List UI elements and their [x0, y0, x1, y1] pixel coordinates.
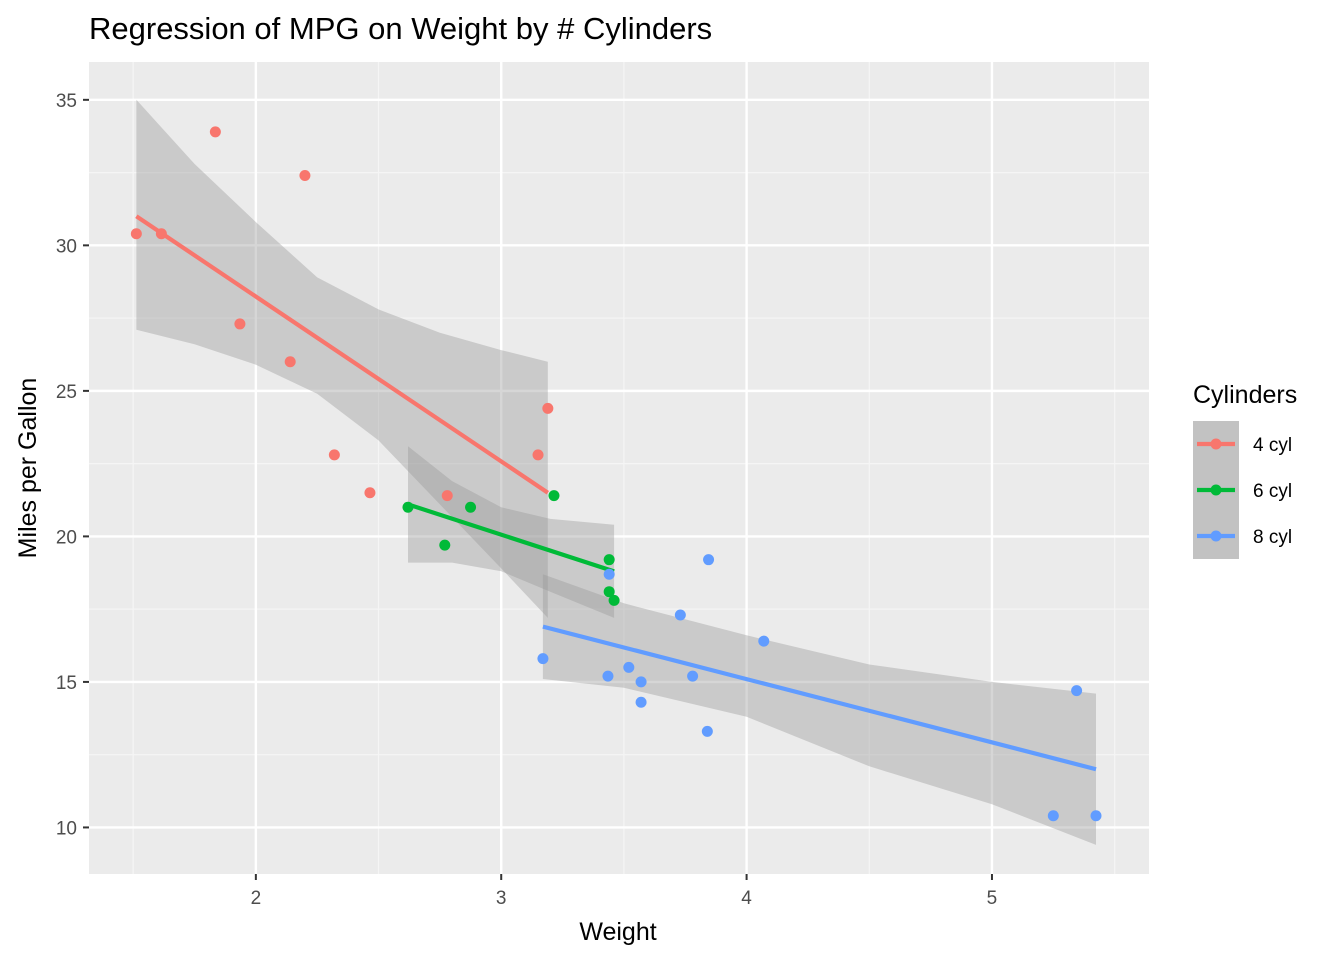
data-point [1047, 810, 1059, 822]
data-point [635, 676, 647, 688]
x-axis: 2 3 4 5 [251, 874, 998, 909]
data-point [703, 554, 715, 566]
y-axis: 10 15 20 25 30 35 [56, 91, 89, 839]
legend-key-point [1210, 484, 1222, 496]
data-point [284, 356, 296, 368]
legend-label: 8 cyl [1253, 527, 1292, 548]
data-point [1090, 810, 1102, 822]
data-point [608, 594, 620, 606]
legend-label: 6 cyl [1253, 481, 1292, 502]
data-point [701, 725, 713, 737]
data-point [402, 501, 414, 513]
regression-line [542, 624, 1097, 772]
data-point [603, 568, 615, 580]
data-point [537, 653, 549, 665]
y-tick-label: 10 [56, 818, 77, 839]
data-point [234, 318, 246, 330]
data-point [635, 696, 647, 708]
data-point [603, 586, 615, 598]
data-point [548, 490, 560, 502]
y-axis-title: Miles per Gallon [14, 378, 42, 559]
data-point [623, 661, 635, 673]
regression-line [407, 502, 615, 574]
data-point [439, 539, 451, 551]
data-point [465, 501, 477, 513]
y-tick-label: 20 [56, 527, 77, 548]
legend-keys: 4 cyl 6 cyl 8 cyl [1193, 421, 1292, 559]
data-point [299, 170, 311, 182]
confidence-band [408, 446, 615, 618]
data-points [130, 126, 1102, 822]
legend-key-point [1210, 438, 1222, 450]
data-point [441, 490, 453, 502]
legend-label: 4 cyl [1253, 435, 1292, 456]
data-point [532, 449, 544, 461]
data-point [364, 487, 376, 499]
y-tick-label: 30 [56, 236, 77, 257]
y-tick-label: 15 [56, 673, 77, 694]
data-point [542, 402, 554, 414]
regression-lines [135, 214, 1097, 772]
y-tick-label: 25 [56, 382, 77, 403]
confidence-band [542, 574, 1096, 845]
data-point [328, 449, 340, 461]
legend: Cylinders 4 cyl 6 cyl 8 cyl [1193, 381, 1297, 559]
regression-line [135, 214, 550, 495]
grid [89, 62, 1149, 874]
confidence-bands [136, 99, 1096, 845]
y-tick-label: 35 [56, 91, 77, 112]
x-tick-label: 3 [496, 888, 507, 909]
data-point [603, 554, 615, 566]
data-point [209, 126, 221, 138]
x-tick-label: 2 [251, 888, 262, 909]
x-tick-label: 4 [741, 888, 752, 909]
legend-title: Cylinders [1193, 381, 1297, 409]
legend-key-point [1210, 530, 1222, 542]
chart-title: Regression of MPG on Weight by # Cylinde… [89, 11, 712, 46]
data-point [602, 670, 614, 682]
data-point [687, 670, 699, 682]
data-point [1071, 685, 1083, 697]
x-tick-label: 5 [987, 888, 998, 909]
x-axis-title: Weight [579, 918, 656, 946]
data-point [155, 228, 167, 240]
data-point [674, 609, 686, 621]
confidence-band [136, 99, 548, 618]
data-point [130, 228, 142, 240]
data-point [758, 635, 770, 647]
